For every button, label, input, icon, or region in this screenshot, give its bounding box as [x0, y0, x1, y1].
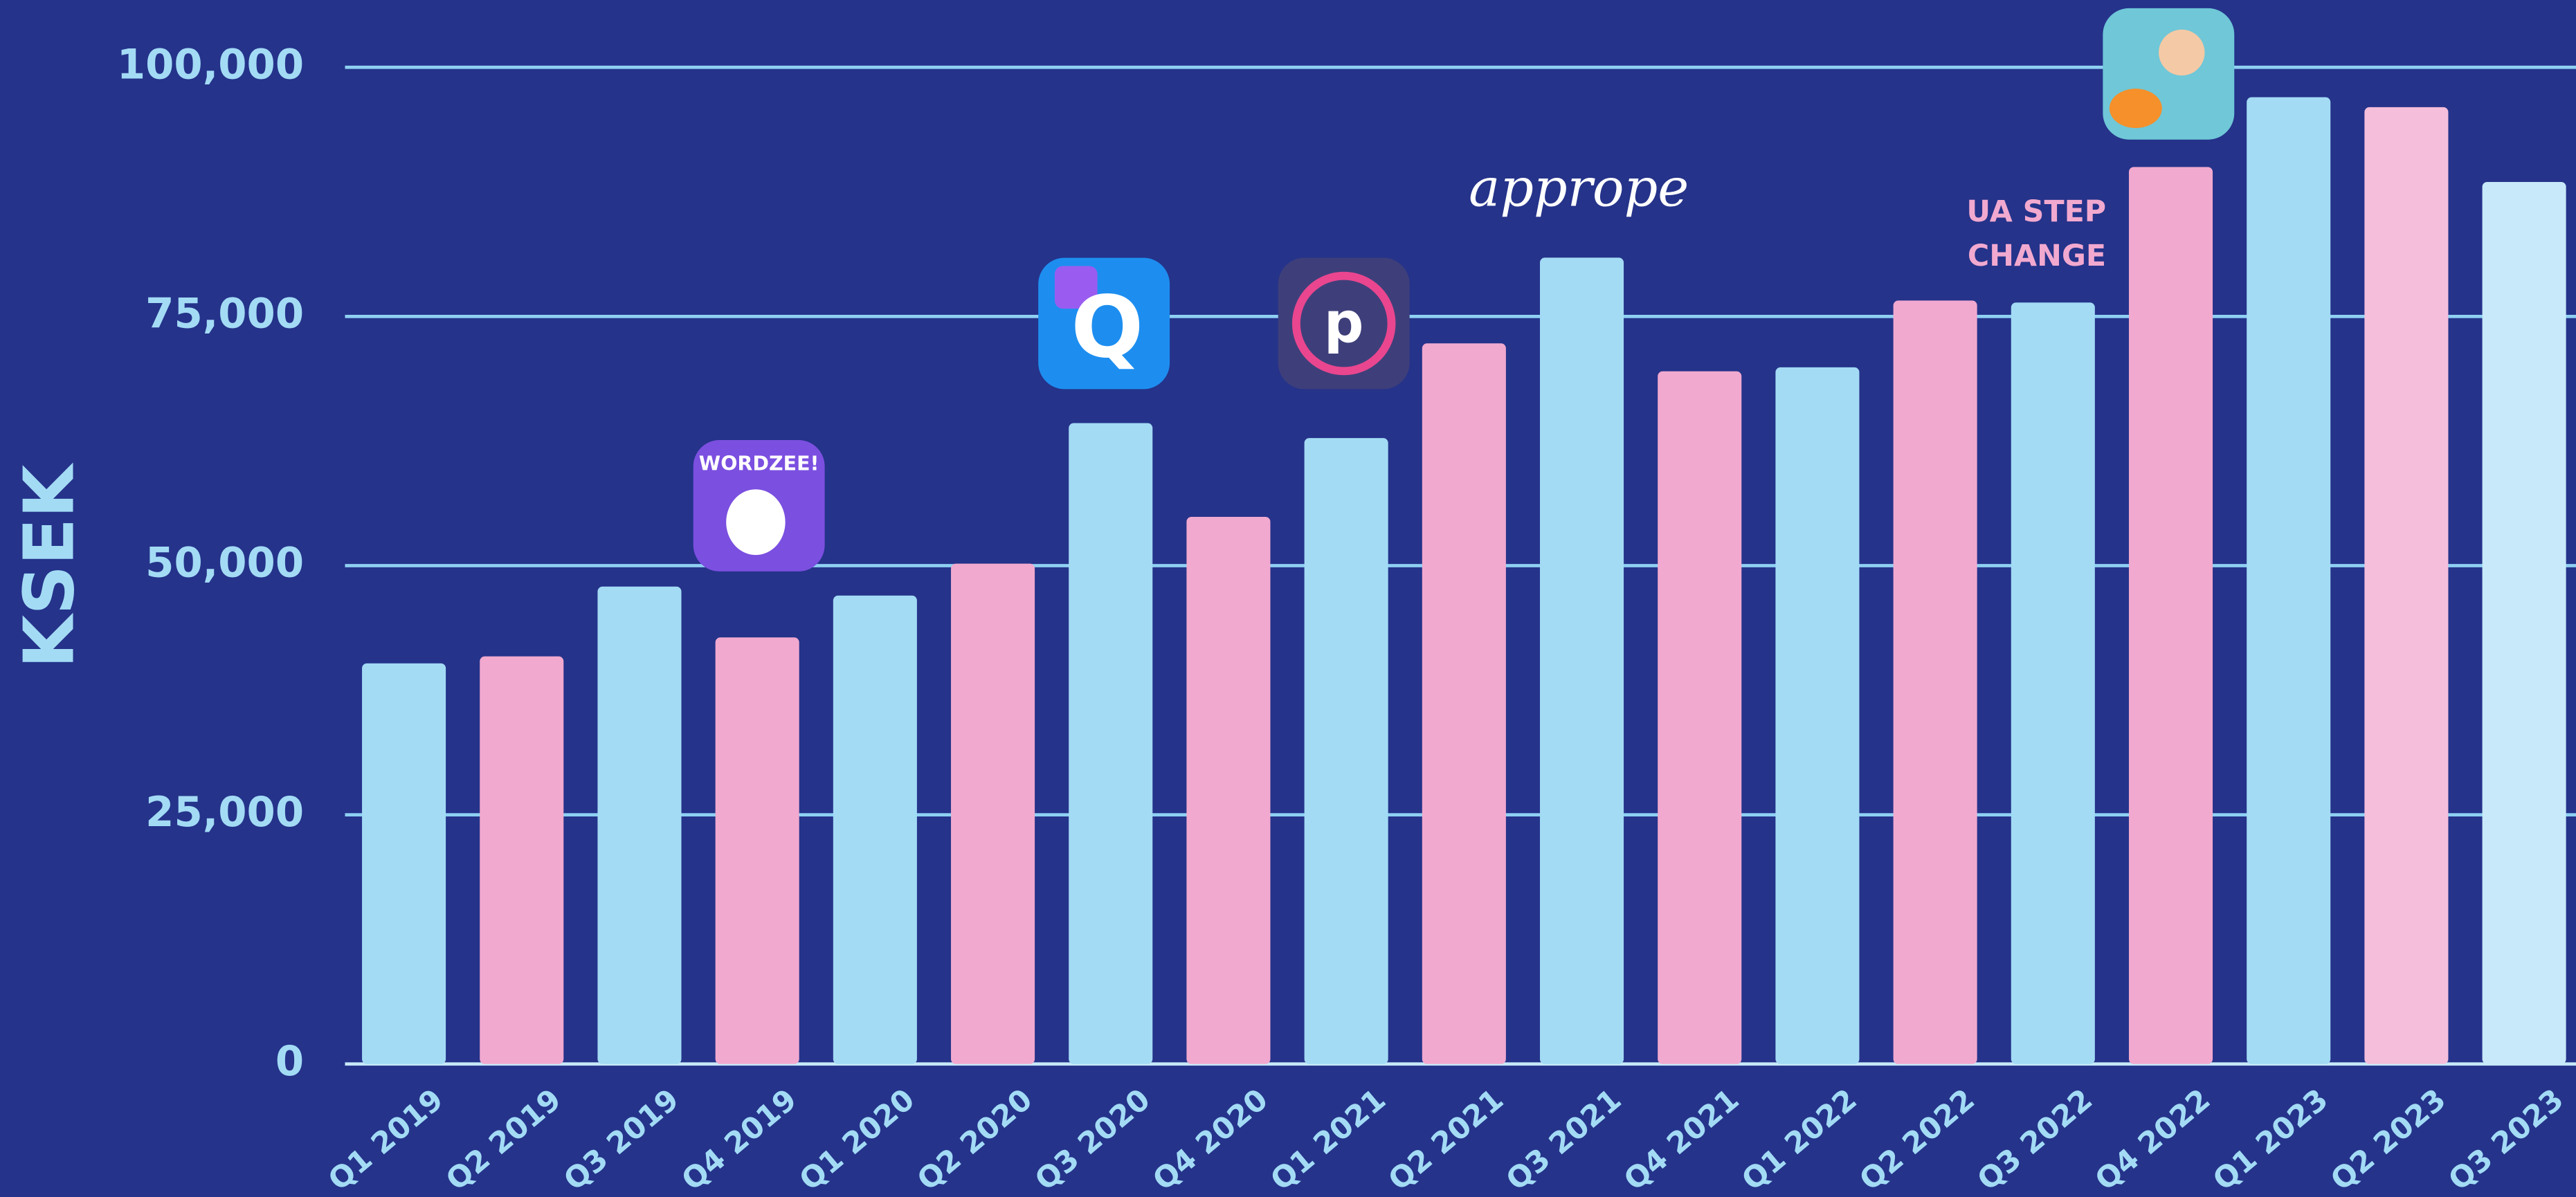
icon-label: Q [1071, 277, 1143, 377]
icon-wordzee: WORDZEE! [693, 440, 825, 572]
bar [1775, 367, 1859, 1064]
bar [2364, 107, 2448, 1064]
y-tick-label: 50,000 [145, 539, 304, 587]
y-axis-label: KSEK [9, 462, 90, 668]
bar [1658, 372, 1741, 1064]
icon-label: p [1324, 291, 1364, 356]
bar [2011, 302, 2095, 1064]
bar [1540, 257, 1624, 1063]
icon-q: Q [1038, 258, 1170, 390]
icon-figure [726, 489, 785, 555]
bar [1422, 343, 1506, 1063]
logo-text: apprope [1469, 158, 1689, 219]
bar [951, 564, 1035, 1064]
bar [1894, 300, 1977, 1063]
bar [597, 587, 681, 1064]
bar [1305, 438, 1388, 1064]
icon-figure [2159, 30, 2204, 75]
icon-label: WORDZEE! [699, 453, 819, 475]
bar [362, 664, 446, 1064]
bar [480, 657, 563, 1064]
icon-game [2103, 8, 2234, 140]
y-tick-label: 0 [275, 1037, 304, 1085]
bar [833, 596, 917, 1064]
bar [1186, 517, 1270, 1064]
annotation: CHANGE [1968, 239, 2106, 273]
icon-fire [2110, 89, 2162, 128]
y-tick-label: 25,000 [145, 788, 304, 836]
bar [716, 637, 799, 1064]
bar [2483, 182, 2566, 1064]
bar [2129, 167, 2213, 1063]
icon-p: p [1278, 258, 1410, 390]
chart: KSEK UA STEP CHANGE apprope WORDZEE! Q p… [0, 0, 2576, 1197]
y-tick-label: 75,000 [145, 290, 304, 338]
bar [2247, 98, 2330, 1064]
annotation: UA STEP [1966, 194, 2106, 229]
bar [1069, 423, 1152, 1064]
y-tick-label: 100,000 [117, 40, 304, 88]
